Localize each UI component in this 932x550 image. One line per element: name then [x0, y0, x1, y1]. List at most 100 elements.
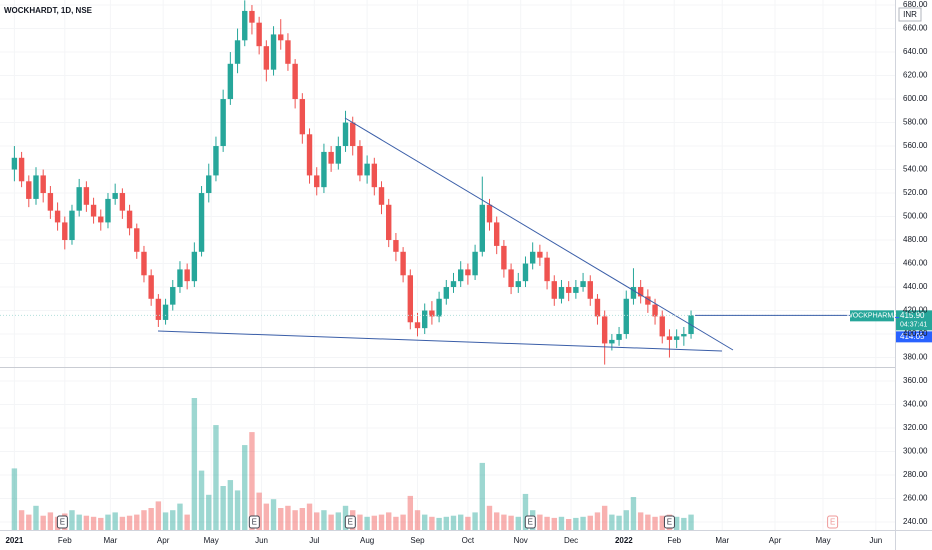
y-tick-label: 600.00 — [903, 94, 928, 103]
volume-bar — [105, 514, 111, 530]
volume-bar — [112, 512, 118, 530]
event-label: E — [667, 518, 672, 527]
volume-bar — [162, 512, 169, 530]
volume-bar — [688, 514, 694, 530]
x-tick-label: Jul — [309, 536, 319, 545]
candle-body — [457, 269, 464, 282]
volume-bar — [270, 499, 277, 530]
volume-bar — [587, 515, 593, 530]
y-tick-label: 460.00 — [903, 259, 928, 268]
x-tick-label: Jun — [255, 536, 268, 545]
candle-body — [508, 269, 514, 288]
candle-body — [551, 281, 557, 299]
x-tick-label: May — [204, 536, 219, 545]
volume-bar — [386, 512, 392, 530]
volume-bar — [371, 515, 378, 530]
candle-body — [148, 275, 154, 299]
volume-bar — [637, 512, 644, 530]
candle-body — [601, 316, 608, 344]
candle-body — [198, 193, 205, 252]
volume-bar — [299, 508, 306, 530]
volume-bar — [565, 519, 572, 530]
y-tick-label: 660.00 — [903, 24, 928, 33]
candle-body — [155, 298, 162, 320]
volume-bar — [472, 512, 478, 530]
candle-body — [26, 181, 32, 199]
candle-body — [242, 10, 248, 41]
volume-bar — [314, 512, 320, 530]
volume-bar — [436, 517, 442, 530]
volume-bar — [33, 505, 39, 530]
volume-bar — [407, 495, 414, 530]
volume-bar — [18, 510, 25, 530]
candle-body — [47, 193, 54, 211]
pre-market-box — [896, 331, 932, 343]
candle-body — [393, 240, 399, 252]
candle-body — [673, 336, 680, 340]
volume-bar — [126, 515, 133, 530]
volume-bar — [594, 512, 601, 530]
x-tick-label: Aug — [360, 536, 374, 545]
volume-bar — [256, 492, 262, 530]
volume-bar — [450, 515, 457, 530]
volume-bar — [630, 497, 637, 530]
event-label: E — [528, 518, 533, 527]
candle-body — [450, 281, 457, 288]
candle-body — [587, 281, 593, 299]
candle-body — [220, 99, 226, 147]
event-marker — [344, 515, 356, 529]
event-label: E — [60, 518, 65, 527]
volume-bar — [285, 505, 291, 530]
x-tick-label: Apr — [769, 536, 782, 545]
grid — [0, 0, 895, 530]
candle-body — [681, 334, 687, 337]
candle-body — [436, 298, 442, 317]
candle-body — [623, 298, 629, 335]
candle-body — [486, 204, 493, 223]
candle-body — [112, 193, 118, 199]
volume-bar — [213, 425, 219, 530]
volume-bar — [249, 432, 255, 530]
volume-bar — [40, 515, 46, 530]
event-marker — [663, 515, 675, 529]
event-marker — [524, 515, 536, 529]
volume-bar — [443, 516, 449, 530]
y-tick-label: 280.00 — [903, 470, 928, 479]
candle-body — [342, 122, 349, 147]
candle-body — [529, 251, 536, 264]
y-tick-label: 520.00 — [903, 188, 928, 197]
y-tick-label: 400.00 — [903, 329, 928, 338]
event-label: E — [830, 518, 835, 527]
candle-body — [306, 134, 313, 176]
currency: INR — [903, 10, 917, 19]
volume-bar — [558, 516, 565, 530]
event-label: E — [252, 518, 257, 527]
candle-body — [40, 175, 46, 194]
y-tick-label: 620.00 — [903, 71, 928, 80]
candle-body — [479, 204, 485, 252]
volume-bar — [148, 508, 154, 530]
candle-body — [515, 281, 521, 288]
candle-body — [54, 210, 61, 223]
volume-bar — [616, 515, 622, 530]
volume-bar — [580, 516, 586, 530]
candle-body — [11, 157, 18, 170]
candle-body — [522, 263, 529, 282]
volume-bar — [184, 514, 190, 530]
candle-body — [206, 175, 212, 194]
candle-body — [465, 269, 471, 276]
candle-body — [184, 269, 190, 282]
candle-body — [364, 163, 370, 176]
candle-body — [321, 151, 327, 188]
volume-bar — [493, 512, 500, 530]
volume-bar — [508, 515, 514, 530]
candle-body — [565, 287, 572, 293]
y-tick-label: 560.00 — [903, 141, 928, 150]
candle-body — [177, 269, 183, 288]
candle-body — [263, 46, 270, 70]
candle-body — [580, 281, 586, 288]
volume-bar — [90, 516, 97, 530]
candle-body — [493, 222, 500, 246]
volume-bar — [292, 510, 298, 530]
candle-body — [573, 287, 579, 293]
